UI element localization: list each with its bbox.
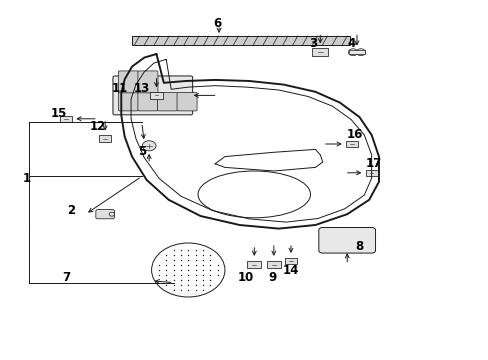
- Text: 1: 1: [23, 172, 31, 185]
- FancyBboxPatch shape: [96, 210, 114, 219]
- Text: 14: 14: [282, 264, 299, 277]
- Text: 5: 5: [138, 145, 145, 158]
- Bar: [312, 48, 327, 56]
- Bar: [60, 116, 72, 122]
- Text: 4: 4: [346, 37, 354, 50]
- Text: 3: 3: [308, 37, 316, 50]
- Text: 17: 17: [365, 157, 382, 170]
- Bar: [365, 170, 377, 176]
- Text: 7: 7: [62, 271, 70, 284]
- Bar: [266, 261, 280, 268]
- FancyBboxPatch shape: [118, 93, 138, 111]
- FancyBboxPatch shape: [177, 93, 197, 111]
- Bar: [284, 258, 297, 264]
- FancyBboxPatch shape: [157, 93, 177, 111]
- Bar: [150, 92, 162, 99]
- Circle shape: [109, 212, 114, 216]
- FancyBboxPatch shape: [113, 76, 192, 115]
- Circle shape: [355, 49, 365, 56]
- FancyBboxPatch shape: [138, 93, 158, 111]
- Text: 13: 13: [133, 82, 150, 95]
- FancyBboxPatch shape: [318, 228, 375, 253]
- Bar: [346, 141, 357, 147]
- Text: 8: 8: [355, 240, 363, 253]
- FancyBboxPatch shape: [138, 71, 158, 93]
- Circle shape: [347, 49, 357, 56]
- Text: 2: 2: [67, 204, 75, 217]
- FancyBboxPatch shape: [118, 71, 138, 93]
- Circle shape: [142, 141, 156, 151]
- Bar: [247, 261, 261, 268]
- Text: 9: 9: [268, 271, 276, 284]
- Text: 6: 6: [213, 17, 221, 30]
- Text: 10: 10: [237, 271, 253, 284]
- Bar: [132, 36, 349, 45]
- Text: 11: 11: [111, 82, 128, 95]
- Bar: [348, 50, 364, 54]
- Text: 12: 12: [89, 120, 106, 132]
- Bar: [99, 135, 111, 142]
- Text: 15: 15: [50, 107, 67, 120]
- Text: 16: 16: [346, 129, 362, 141]
